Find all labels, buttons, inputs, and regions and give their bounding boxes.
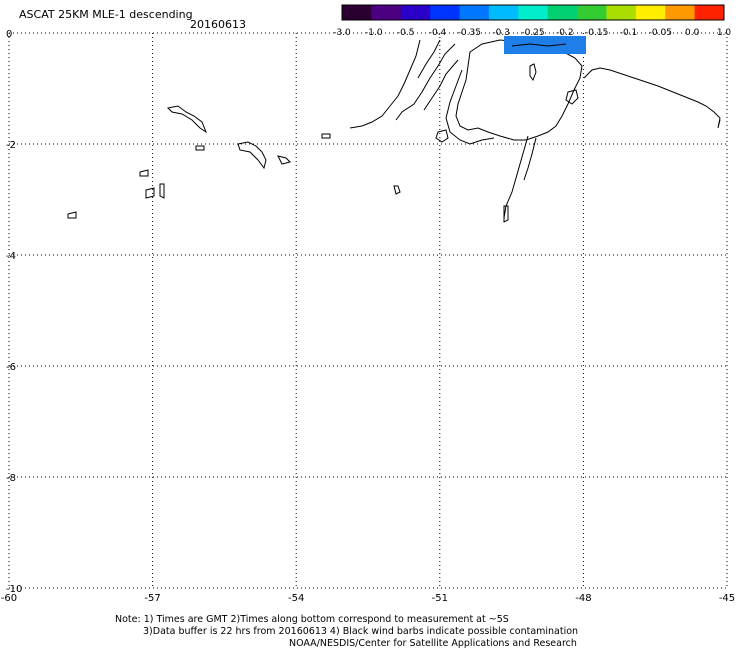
colorbar-tick-label: -0.15 [585, 28, 608, 38]
colorbar-tick-label: -3.0 [333, 28, 351, 38]
western-island-outline-6 [145, 187, 155, 199]
colorbar-frame [341, 4, 725, 21]
island-outline-4 [503, 205, 509, 223]
latitude-labels: 0 -2 -4 -6 -8 -10 [6, 29, 22, 595]
latitude-label: -6 [6, 362, 16, 373]
latitude-label: -2 [6, 140, 16, 151]
delta-channels-outline [349, 39, 495, 145]
western-island-outline-1 [166, 105, 208, 134]
longitude-labels: -60 -57 -54 -51 -48 -45 [1, 593, 735, 604]
colorbar-swatch [518, 5, 549, 20]
western-island-outline-8 [67, 211, 77, 219]
colorbar-tick-label: -0.2 [556, 28, 574, 38]
colorbar-swatch [694, 5, 725, 20]
western-island-outline-9 [321, 133, 331, 139]
latitude-label: -8 [6, 473, 16, 484]
map-date: 20160613 [190, 18, 246, 31]
para-river-outline [503, 135, 537, 219]
colorbar-swatch [577, 5, 607, 20]
western-island-outline-10 [393, 185, 401, 195]
colorbar-swatch [459, 5, 490, 20]
note-line-1: Note: 1) Times are GMT 2)Times along bot… [115, 614, 509, 625]
latitude-label: 0 [6, 29, 12, 40]
island-outline-3 [435, 129, 449, 143]
patch-coast-line [511, 43, 567, 47]
latitude-label: -4 [6, 251, 16, 262]
colorbar-tick-label: -0.05 [649, 28, 672, 38]
longitude-label: -57 [144, 593, 160, 604]
longitude-label: -60 [1, 593, 17, 604]
island-outline-2 [565, 89, 579, 105]
longitude-label: -54 [288, 593, 304, 604]
coastline-outlines [67, 39, 721, 223]
western-island-outline-2 [237, 141, 267, 170]
map-title: ASCAT 25KM MLE-1 descending [19, 8, 193, 21]
colorbar-tick-label: -0.1 [620, 28, 638, 38]
note-line-2: 3)Data buffer is 22 hrs from 20160613 4)… [143, 626, 579, 637]
western-island-outline-5 [139, 169, 149, 177]
map-grid [8, 32, 728, 589]
longitude-label: -48 [575, 593, 591, 604]
western-island-outline-7 [159, 183, 165, 199]
colorbar-tick-label: 0.0 [685, 28, 700, 38]
colorbar-swatch [342, 5, 372, 20]
colorbar-swatch [400, 5, 431, 20]
colorbar-swatch [665, 5, 696, 20]
longitude-label: -51 [432, 593, 448, 604]
colorbar [342, 5, 725, 20]
colorbar-swatch [606, 5, 637, 20]
colorbar-swatch [547, 5, 578, 20]
island-outline-1 [529, 63, 537, 82]
colorbar-swatch [430, 5, 461, 20]
marajo-island-outline [455, 39, 583, 141]
western-island-outline-3 [277, 155, 291, 165]
western-island-outline-4 [195, 145, 205, 151]
colorbar-swatch [371, 5, 402, 20]
colorbar-swatch [635, 5, 666, 20]
latitude-label: -10 [6, 584, 22, 595]
note-line-3: NOAA/NESDIS/Center for Satellite Applica… [289, 638, 577, 649]
colorbar-swatch [488, 5, 519, 20]
longitude-label: -45 [719, 593, 735, 604]
wind-data-patch [504, 36, 586, 54]
eastern-coastline [583, 67, 721, 129]
colorbar-tick-label: 1.0 [717, 28, 732, 38]
